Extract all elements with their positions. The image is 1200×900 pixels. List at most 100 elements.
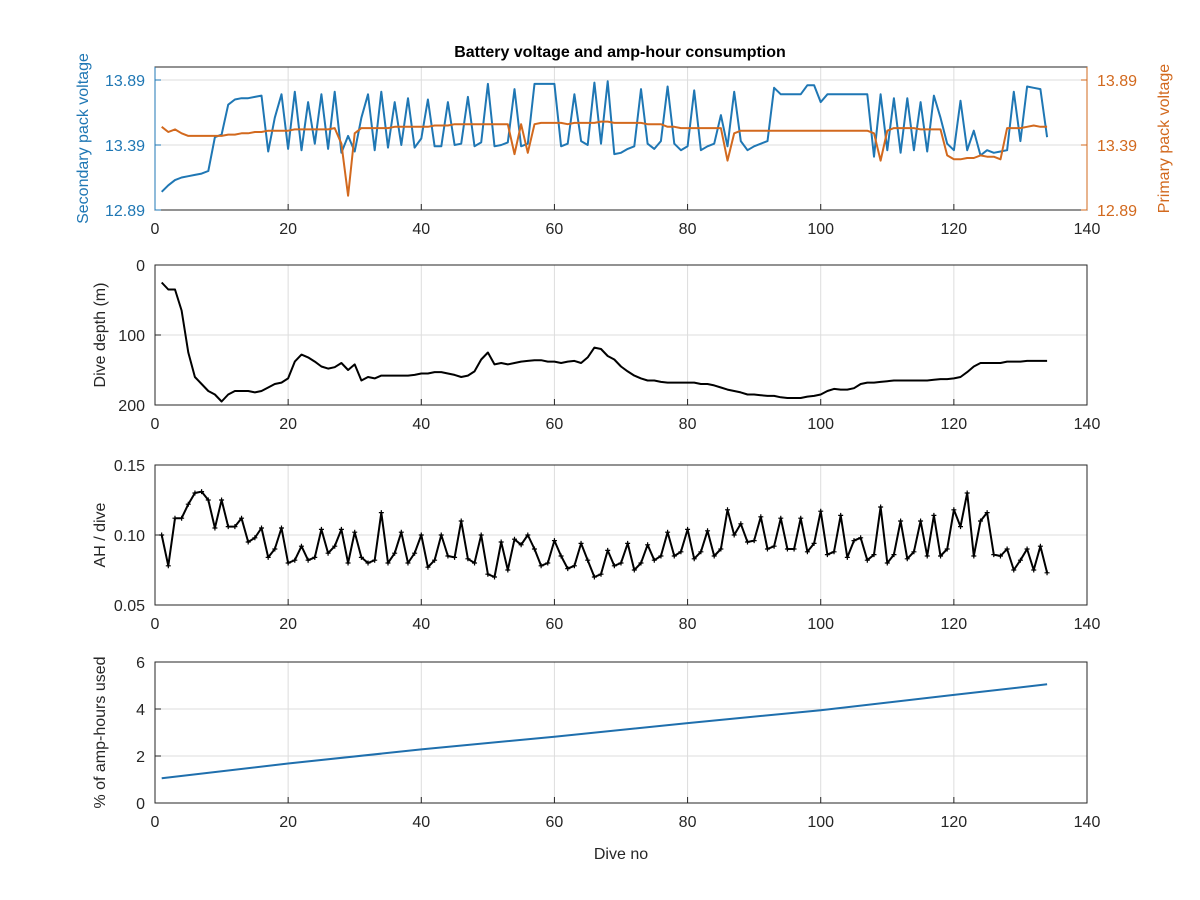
data-point-marker: [598, 571, 604, 577]
y-axis-label: Secondary pack voltage: [75, 53, 92, 224]
data-point-marker: [252, 535, 258, 541]
data-point-marker: [651, 557, 657, 563]
data-point-marker: [565, 566, 571, 572]
data-point-marker: [578, 540, 584, 546]
data-point-marker: [1044, 570, 1050, 576]
data-point-marker: [538, 563, 544, 569]
x-tick-label: 20: [279, 814, 297, 831]
data-point-marker: [432, 557, 438, 563]
data-point-marker: [378, 510, 384, 516]
y-tick-label: 2: [136, 749, 145, 766]
data-point-marker: [984, 510, 990, 516]
data-point-marker: [405, 560, 411, 566]
data-point-marker: [345, 560, 351, 566]
x-tick-label: 20: [279, 221, 297, 238]
x-tick-label: 100: [807, 416, 834, 433]
x-tick-label: 0: [151, 416, 160, 433]
data-point-marker: [811, 540, 817, 546]
data-point-marker: [365, 560, 371, 566]
y-tick-label: 13.39: [105, 138, 145, 155]
data-point-marker: [545, 560, 551, 566]
y-tick-label: 12.89: [105, 203, 145, 220]
x-tick-label: 140: [1074, 221, 1101, 238]
y-tick-label: 0: [136, 258, 145, 275]
data-point-marker: [638, 560, 644, 566]
data-point-marker: [159, 532, 165, 538]
y-tick-label: 0.15: [114, 458, 145, 475]
data-point-marker: [705, 528, 711, 534]
axes-frame: [154, 661, 1088, 804]
data-point-marker: [392, 550, 398, 556]
x-tick-label: 120: [941, 221, 968, 238]
data-point-marker: [864, 557, 870, 563]
y-axis-label: AH / dive: [92, 502, 109, 567]
x-tick-label: 0: [151, 814, 160, 831]
data-point-marker: [924, 553, 930, 559]
data-point-marker: [751, 538, 757, 544]
x-tick-label: 40: [412, 616, 430, 633]
data-point-marker: [225, 524, 231, 530]
data-point-marker: [851, 538, 857, 544]
data-point-marker: [778, 515, 784, 521]
data-point-marker: [831, 549, 837, 555]
data-point-marker: [744, 539, 750, 545]
data-point-marker: [764, 546, 770, 552]
data-point-marker: [318, 526, 324, 532]
data-point-marker: [179, 515, 185, 521]
y-tick-label: 0: [136, 796, 145, 813]
data-point-marker: [731, 532, 737, 538]
data-point-marker: [791, 546, 797, 552]
y-tick-label: 100: [118, 328, 145, 345]
data-point-marker: [551, 538, 557, 544]
data-point-marker: [185, 501, 191, 507]
data-point-marker: [1004, 546, 1010, 552]
data-point-marker: [265, 554, 271, 560]
data-point-marker: [804, 549, 810, 555]
series-line-2: [161, 120, 1048, 197]
data-point-marker: [631, 567, 637, 573]
x-tick-label: 0: [151, 616, 160, 633]
data-point-marker: [665, 529, 671, 535]
data-point-marker: [891, 552, 897, 558]
chart-4: 0 20 40 60 80 100 120 140 0 2 4 6 % of amp-hours use…: [92, 655, 1100, 863]
data-point-marker: [485, 571, 491, 577]
data-point-marker: [611, 563, 617, 569]
data-point-marker: [971, 553, 977, 559]
data-point-marker: [438, 532, 444, 538]
data-point-marker: [385, 560, 391, 566]
data-point-marker: [871, 552, 877, 558]
x-tick-label: 40: [412, 416, 430, 433]
x-tick-label: 140: [1074, 814, 1101, 831]
x-tick-label: 60: [546, 616, 564, 633]
data-point-marker: [838, 512, 844, 518]
data-point-marker: [478, 532, 484, 538]
data-point-marker: [991, 552, 997, 558]
data-point-marker: [165, 563, 171, 569]
data-point-marker: [858, 535, 864, 541]
x-tick-label: 100: [807, 814, 834, 831]
data-point-marker: [884, 560, 890, 566]
data-point-marker: [525, 532, 531, 538]
data-point-marker: [418, 532, 424, 538]
x-tick-label: 40: [412, 814, 430, 831]
data-point-marker: [904, 556, 910, 562]
x-tick-label: 140: [1074, 616, 1101, 633]
data-point-marker: [711, 553, 717, 559]
data-point-marker: [685, 526, 691, 532]
chart-3: 0 20 40 60 80 100 120 140 0.05 0.10 0.15 AH / dive: [92, 458, 1100, 633]
y-right-axis-label: Primary pack voltage: [1156, 64, 1173, 213]
y-tick-label: 0.10: [114, 528, 145, 545]
x-tick-label: 60: [546, 416, 564, 433]
data-point-marker: [645, 542, 651, 548]
data-point-marker: [192, 490, 198, 496]
series-line-1: [160, 80, 1049, 193]
data-point-marker: [219, 497, 225, 503]
x-tick-label: 20: [279, 616, 297, 633]
data-point-marker: [285, 560, 291, 566]
data-point-marker: [844, 554, 850, 560]
data-point-marker: [511, 536, 517, 542]
data-point-marker: [944, 546, 950, 552]
data-point-marker: [691, 556, 697, 562]
data-point-marker: [591, 574, 597, 580]
